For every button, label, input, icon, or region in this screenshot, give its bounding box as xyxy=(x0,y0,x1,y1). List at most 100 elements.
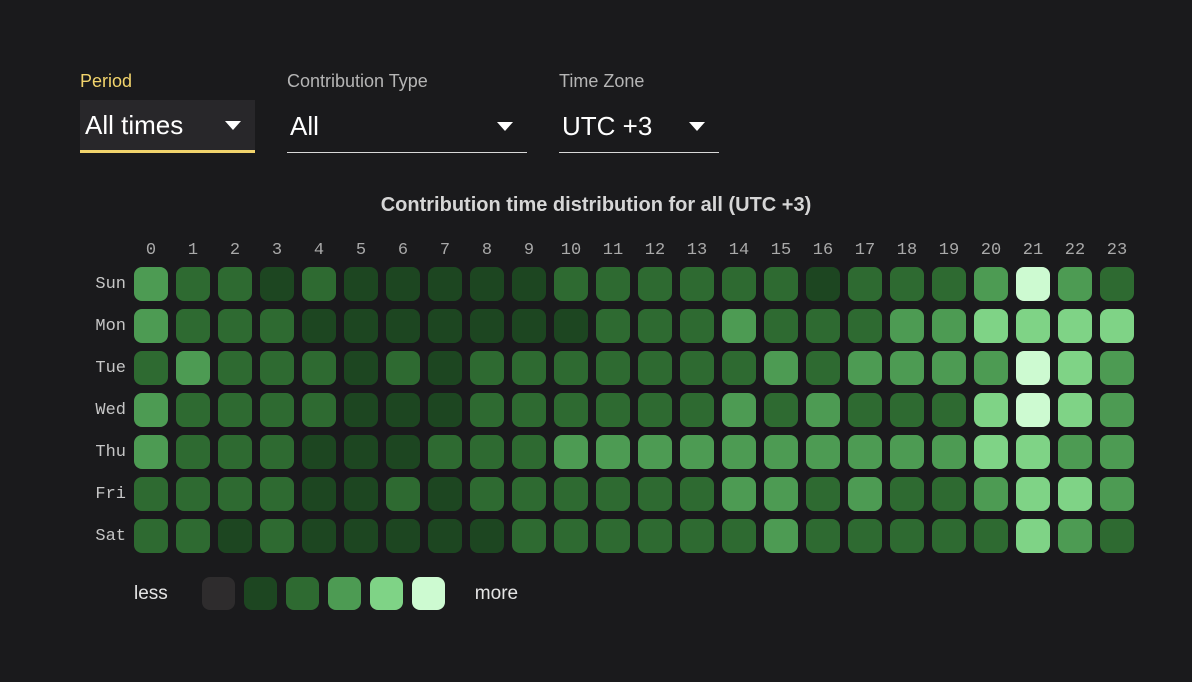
heatmap-cell[interactable] xyxy=(176,477,210,511)
heatmap-cell[interactable] xyxy=(638,309,672,343)
heatmap-cell[interactable] xyxy=(134,351,168,385)
heatmap-cell[interactable] xyxy=(218,519,252,553)
heatmap-cell[interactable] xyxy=(386,309,420,343)
heatmap-cell[interactable] xyxy=(596,393,630,427)
heatmap-cell[interactable] xyxy=(1016,519,1050,553)
heatmap-cell[interactable] xyxy=(134,519,168,553)
heatmap-cell[interactable] xyxy=(806,267,840,301)
heatmap-cell[interactable] xyxy=(344,309,378,343)
heatmap-cell[interactable] xyxy=(134,477,168,511)
heatmap-cell[interactable] xyxy=(974,435,1008,469)
heatmap-cell[interactable] xyxy=(470,351,504,385)
heatmap-cell[interactable] xyxy=(764,351,798,385)
heatmap-cell[interactable] xyxy=(176,351,210,385)
heatmap-cell[interactable] xyxy=(1058,309,1092,343)
heatmap-cell[interactable] xyxy=(680,435,714,469)
heatmap-cell[interactable] xyxy=(932,351,966,385)
heatmap-cell[interactable] xyxy=(722,393,756,427)
heatmap-cell[interactable] xyxy=(428,477,462,511)
heatmap-cell[interactable] xyxy=(1016,477,1050,511)
heatmap-cell[interactable] xyxy=(218,309,252,343)
heatmap-cell[interactable] xyxy=(890,519,924,553)
heatmap-cell[interactable] xyxy=(680,519,714,553)
heatmap-cell[interactable] xyxy=(1058,435,1092,469)
heatmap-cell[interactable] xyxy=(932,477,966,511)
heatmap-cell[interactable] xyxy=(848,267,882,301)
heatmap-cell[interactable] xyxy=(554,351,588,385)
heatmap-cell[interactable] xyxy=(218,477,252,511)
heatmap-cell[interactable] xyxy=(764,435,798,469)
heatmap-cell[interactable] xyxy=(302,393,336,427)
heatmap-cell[interactable] xyxy=(218,351,252,385)
heatmap-cell[interactable] xyxy=(638,351,672,385)
heatmap-cell[interactable] xyxy=(806,351,840,385)
heatmap-cell[interactable] xyxy=(848,351,882,385)
heatmap-cell[interactable] xyxy=(680,477,714,511)
heatmap-cell[interactable] xyxy=(680,267,714,301)
heatmap-cell[interactable] xyxy=(1100,519,1134,553)
heatmap-cell[interactable] xyxy=(260,435,294,469)
heatmap-cell[interactable] xyxy=(1058,267,1092,301)
heatmap-cell[interactable] xyxy=(470,309,504,343)
heatmap-cell[interactable] xyxy=(1058,351,1092,385)
heatmap-cell[interactable] xyxy=(428,393,462,427)
heatmap-cell[interactable] xyxy=(428,435,462,469)
heatmap-cell[interactable] xyxy=(176,435,210,469)
heatmap-cell[interactable] xyxy=(722,309,756,343)
heatmap-cell[interactable] xyxy=(596,519,630,553)
heatmap-cell[interactable] xyxy=(386,435,420,469)
heatmap-cell[interactable] xyxy=(344,351,378,385)
heatmap-cell[interactable] xyxy=(1100,393,1134,427)
heatmap-cell[interactable] xyxy=(722,519,756,553)
heatmap-cell[interactable] xyxy=(806,393,840,427)
heatmap-cell[interactable] xyxy=(260,267,294,301)
heatmap-cell[interactable] xyxy=(302,309,336,343)
heatmap-cell[interactable] xyxy=(512,393,546,427)
heatmap-cell[interactable] xyxy=(386,519,420,553)
heatmap-cell[interactable] xyxy=(974,351,1008,385)
time-zone-select[interactable]: UTC +3 xyxy=(559,100,719,153)
heatmap-cell[interactable] xyxy=(596,435,630,469)
heatmap-cell[interactable] xyxy=(1058,393,1092,427)
heatmap-cell[interactable] xyxy=(1016,393,1050,427)
heatmap-cell[interactable] xyxy=(386,351,420,385)
heatmap-cell[interactable] xyxy=(470,477,504,511)
heatmap-cell[interactable] xyxy=(596,267,630,301)
heatmap-cell[interactable] xyxy=(1058,477,1092,511)
heatmap-cell[interactable] xyxy=(890,309,924,343)
heatmap-cell[interactable] xyxy=(512,351,546,385)
heatmap-cell[interactable] xyxy=(638,477,672,511)
heatmap-cell[interactable] xyxy=(764,519,798,553)
heatmap-cell[interactable] xyxy=(386,477,420,511)
heatmap-cell[interactable] xyxy=(176,309,210,343)
heatmap-cell[interactable] xyxy=(428,267,462,301)
heatmap-cell[interactable] xyxy=(302,477,336,511)
contribution-type-select[interactable]: All xyxy=(287,100,527,153)
heatmap-cell[interactable] xyxy=(344,519,378,553)
heatmap-cell[interactable] xyxy=(680,309,714,343)
heatmap-cell[interactable] xyxy=(1100,351,1134,385)
heatmap-cell[interactable] xyxy=(302,435,336,469)
heatmap-cell[interactable] xyxy=(554,519,588,553)
heatmap-cell[interactable] xyxy=(470,435,504,469)
heatmap-cell[interactable] xyxy=(680,351,714,385)
heatmap-cell[interactable] xyxy=(470,393,504,427)
heatmap-cell[interactable] xyxy=(218,393,252,427)
heatmap-cell[interactable] xyxy=(848,477,882,511)
heatmap-cell[interactable] xyxy=(218,267,252,301)
heatmap-cell[interactable] xyxy=(890,267,924,301)
heatmap-cell[interactable] xyxy=(722,351,756,385)
heatmap-cell[interactable] xyxy=(344,435,378,469)
heatmap-cell[interactable] xyxy=(1016,435,1050,469)
heatmap-cell[interactable] xyxy=(554,393,588,427)
heatmap-cell[interactable] xyxy=(806,309,840,343)
heatmap-cell[interactable] xyxy=(638,393,672,427)
heatmap-cell[interactable] xyxy=(1058,519,1092,553)
heatmap-cell[interactable] xyxy=(512,477,546,511)
heatmap-cell[interactable] xyxy=(764,309,798,343)
heatmap-cell[interactable] xyxy=(932,519,966,553)
heatmap-cell[interactable] xyxy=(638,267,672,301)
heatmap-cell[interactable] xyxy=(974,393,1008,427)
heatmap-cell[interactable] xyxy=(134,309,168,343)
heatmap-cell[interactable] xyxy=(134,435,168,469)
